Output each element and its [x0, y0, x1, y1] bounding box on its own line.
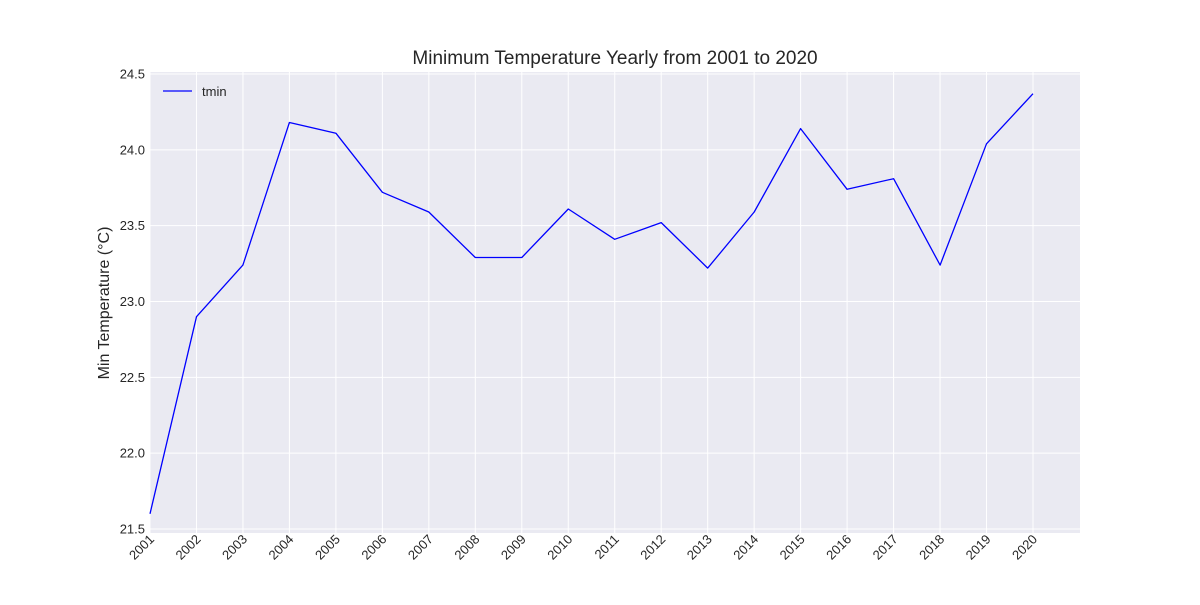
legend-label-tmin: tmin — [202, 84, 227, 99]
x-tick-label: 2016 — [823, 532, 854, 563]
y-tick-label: 24.5 — [120, 67, 145, 82]
x-tick-label: 2017 — [870, 532, 901, 563]
y-tick-label: 22.0 — [120, 446, 145, 461]
x-tick-label: 2002 — [173, 532, 204, 563]
y-tick-label: 24.0 — [120, 142, 145, 157]
x-tick-label: 2015 — [777, 532, 808, 563]
x-tick-label: 2011 — [591, 532, 621, 562]
x-tick-label: 2008 — [451, 532, 482, 563]
x-tick-label: 2006 — [358, 532, 389, 563]
y-tick-label: 21.5 — [120, 522, 145, 537]
x-tick-label: 2010 — [544, 532, 575, 563]
x-tick-label: 2009 — [498, 532, 529, 563]
chart-title: Minimum Temperature Yearly from 2001 to … — [412, 48, 817, 69]
y-tick-label: 23.0 — [120, 294, 145, 309]
x-tick-label: 2004 — [265, 532, 296, 563]
x-tick-label: 2018 — [916, 532, 947, 563]
y-axis-label: Min Temperature (°C) — [96, 227, 113, 380]
x-tick-label: 2003 — [219, 532, 250, 563]
x-tick-label: 2019 — [963, 532, 994, 563]
grid-lines — [150, 72, 1080, 533]
y-tick-label: 22.5 — [120, 370, 145, 385]
x-tick-label: 2013 — [684, 532, 715, 563]
x-tick-label: 2020 — [1009, 532, 1040, 563]
x-tick-label: 2012 — [637, 532, 668, 563]
x-tick-label: 2005 — [312, 532, 343, 563]
x-tick-label: 2014 — [730, 532, 761, 563]
y-tick-label: 23.5 — [120, 218, 145, 233]
x-tick-label: 2007 — [405, 532, 436, 563]
